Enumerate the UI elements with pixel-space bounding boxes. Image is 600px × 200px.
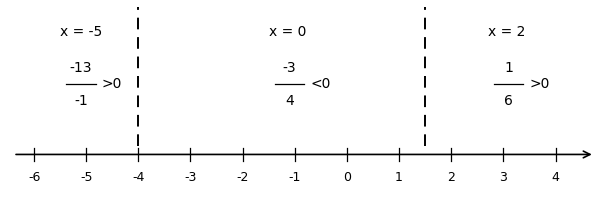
Text: -1: -1 [74, 94, 88, 108]
Text: 6: 6 [504, 94, 513, 108]
Text: 4: 4 [285, 94, 294, 108]
Text: >0: >0 [102, 77, 122, 91]
Text: 3: 3 [499, 171, 508, 184]
Text: -3: -3 [283, 61, 296, 75]
Text: -4: -4 [132, 171, 145, 184]
Text: x = -5: x = -5 [60, 25, 103, 39]
Text: -6: -6 [28, 171, 40, 184]
Text: -3: -3 [184, 171, 197, 184]
Text: 2: 2 [447, 171, 455, 184]
Text: 0: 0 [343, 171, 351, 184]
Text: >0: >0 [529, 77, 550, 91]
Text: -1: -1 [289, 171, 301, 184]
Text: x = 0: x = 0 [269, 25, 306, 39]
Text: 1: 1 [504, 61, 513, 75]
Text: -2: -2 [236, 171, 249, 184]
Text: <0: <0 [310, 77, 331, 91]
Text: x = 2: x = 2 [488, 25, 525, 39]
Text: 4: 4 [551, 171, 559, 184]
Text: 1: 1 [395, 171, 403, 184]
Text: -13: -13 [70, 61, 92, 75]
Text: -5: -5 [80, 171, 92, 184]
